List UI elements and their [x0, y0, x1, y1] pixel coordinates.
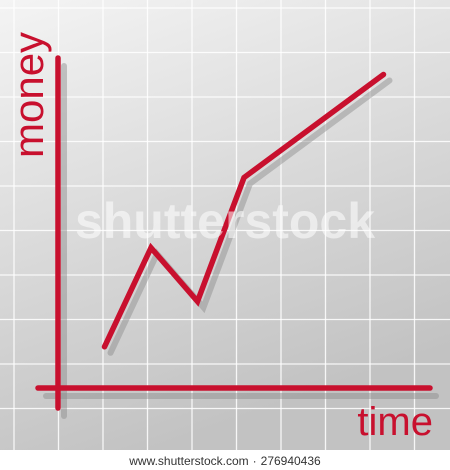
- axes: [35, 55, 433, 411]
- footer-image-id: 276940436: [261, 454, 321, 468]
- footer-credit: www.shutterstock.com · 276940436: [128, 454, 321, 468]
- grid: [0, 0, 450, 453]
- series-group: [101, 71, 393, 356]
- footer-separator: ·: [253, 454, 257, 468]
- footer-bar: [0, 450, 450, 470]
- shadows: [43, 63, 439, 419]
- footer-site: www.shutterstock.com: [128, 454, 248, 468]
- x-axis-label: time: [357, 400, 433, 444]
- y-axis-label: money: [5, 32, 52, 158]
- watermark: shutterstock: [75, 193, 375, 249]
- series-line-shadow: [107, 77, 393, 356]
